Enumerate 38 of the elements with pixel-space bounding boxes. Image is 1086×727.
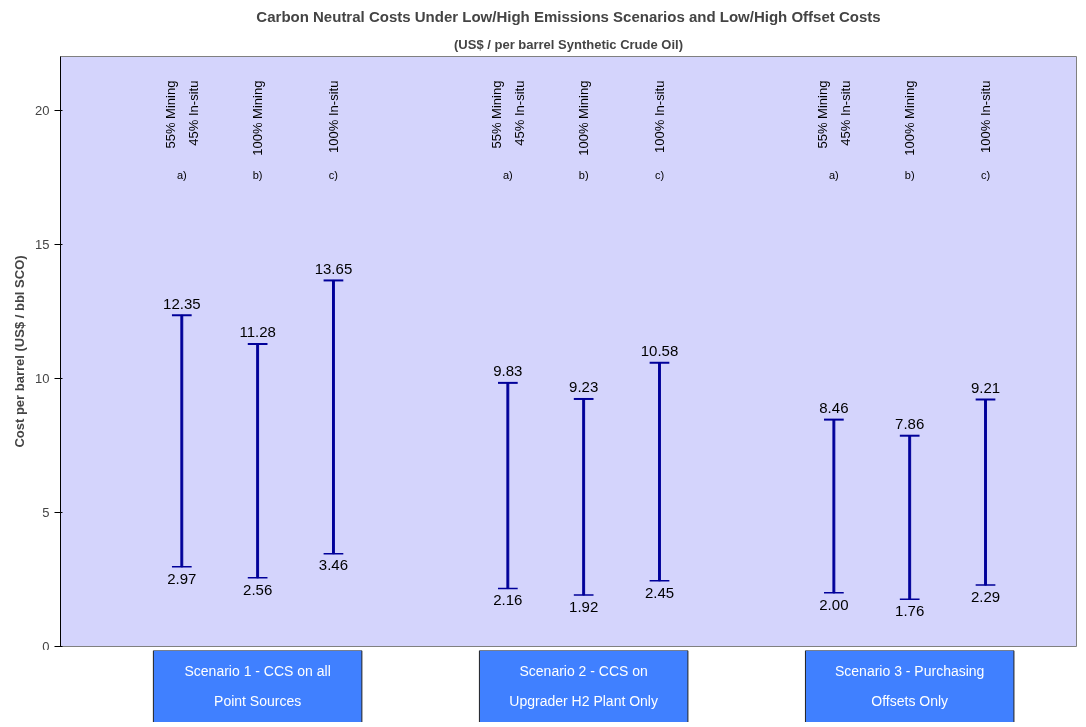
category-label: 55% Mining 45% In-situ a) [488,80,527,181]
annotation: 2.56 [243,580,273,598]
y-axis-title: Cost per barrel (US$ / bbl SCO) [12,255,28,448]
y-tick-label: 20 [35,102,50,118]
text: Scenario 3 - Purchasing Offsets Only [834,662,985,709]
chart-title: Carbon Neutral Costs Under Low/High Emissions Scenarios and Low/High Offset Costs [256,7,881,25]
annotation: 2.29 [970,587,1001,605]
x-tick-label: 100% Mining b) [576,80,592,181]
chart-subtitle: (US$ / per barrel Synthetic Crude Oil) [454,36,683,52]
annotation: 8.46 [819,398,849,416]
annotation: 3.46 [318,556,349,574]
annotation: 9.23 [569,378,599,396]
y-tick-label: 0 [42,638,50,654]
annotation: 1.76 [895,602,925,619]
annotation: 12.35 [163,294,201,312]
annotation: 2.97 [167,569,197,587]
x-tick-label: 100% Mining b) [250,80,266,181]
annotation: 13.65 [314,259,353,277]
annotation: 10.58 [640,342,679,360]
y-tick-label: 10 [35,370,50,386]
annotation: 7.86 [895,415,925,432]
category-label: 55% Mining 45% In-situ a) [162,80,201,181]
annotation: 9.21 [970,378,1001,396]
x-tick-label: 100% Mining b) [902,80,918,181]
annotation: 11.28 [239,323,276,341]
text: Scenario 1 - CCS on all Point Sources [184,662,331,709]
x-tick-label: 100% In-situ c) [651,80,667,181]
y-tick-label: 15 [35,236,50,252]
annotation: 2.16 [493,591,523,609]
text: Scenario 2 - CCS on Upgrader H2 Plant Only [509,662,658,709]
annotation: 2.45 [644,583,675,601]
annotation: 9.83 [493,362,523,380]
annotation: 1.92 [569,597,599,615]
y-tick-label: 5 [42,504,50,520]
annotation: 2.00 [819,595,849,613]
x-tick-label: 100% In-situ c) [325,80,341,181]
category-label: 55% Mining 45% In-situ a) [815,80,853,181]
x-tick-label: 100% In-situ c) [978,80,994,181]
